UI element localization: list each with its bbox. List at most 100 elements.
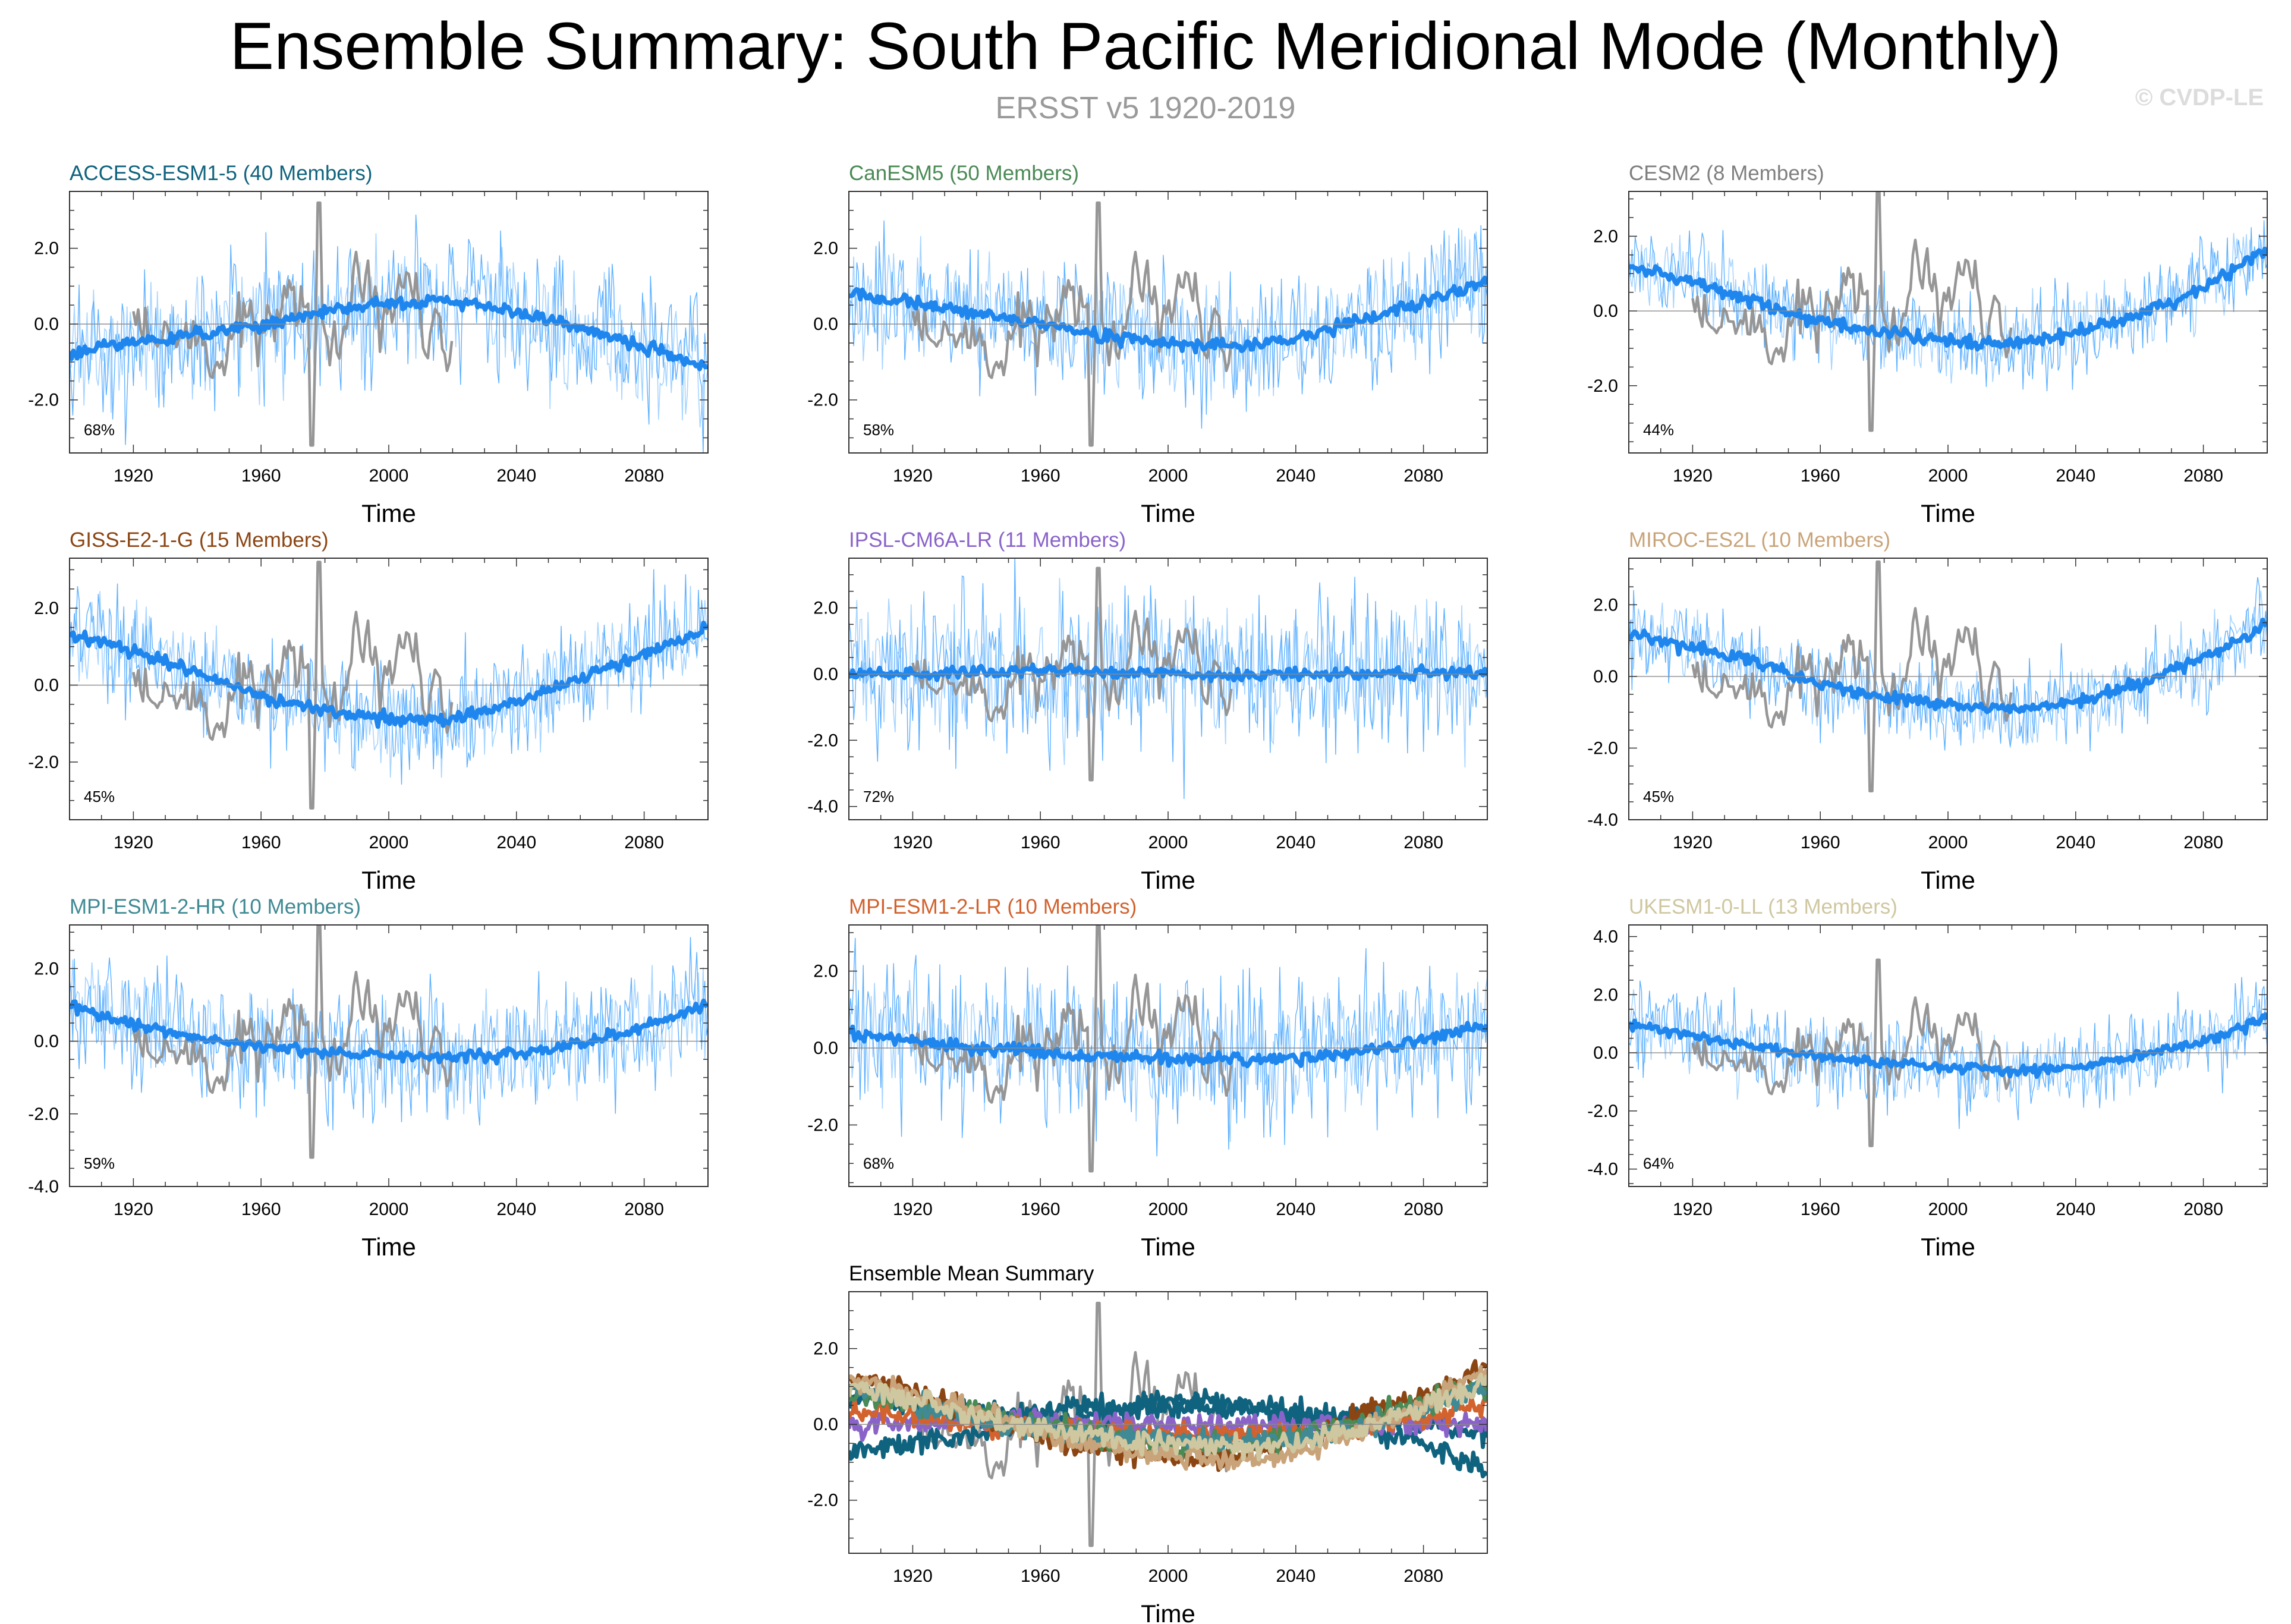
y-tick-label: 2.0 (34, 599, 59, 618)
y-tick-label: -2.0 (807, 1115, 838, 1135)
chart-panel-9: Ensemble Mean Summary 1920 1960 2000 2040 208… (807, 1262, 1488, 1624)
x-axis-label: Time (361, 1233, 416, 1261)
panel-title: ACCESS-ESM1-5 (40 Members) (70, 162, 373, 185)
x-axis-label: Time (1921, 866, 1975, 894)
y-tick-label: -2.0 (28, 1104, 59, 1124)
ensemble-member-spread (1629, 220, 2267, 392)
y-tick-label: -2.0 (807, 1491, 838, 1510)
panel-title: MPI-ESM1-2-LR (10 Members) (849, 895, 1137, 918)
y-tick-label: 0.0 (813, 1038, 838, 1058)
plot-area (849, 558, 1487, 800)
y-tick-label: -4.0 (807, 797, 838, 817)
x-tick-label: 2080 (2183, 466, 2223, 486)
x-tick-label: 1960 (1021, 1566, 1060, 1586)
x-tick-label: 1960 (1021, 833, 1060, 852)
x-tick-label: 2000 (1148, 1566, 1188, 1586)
plot-frame (1628, 558, 2268, 820)
x-tick-label: 1920 (1673, 1200, 1713, 1219)
observed-series-line (1691, 958, 2013, 1147)
x-axis-label: Time (1141, 866, 1195, 894)
ensemble-member-spread (70, 215, 708, 453)
y-tick-label: 0.0 (813, 665, 838, 684)
percent-annotation: 68% (863, 1154, 894, 1172)
x-tick-label: 2000 (1928, 1200, 1968, 1219)
observed-series-line (911, 925, 1233, 1173)
x-tick-label: 2040 (1276, 833, 1316, 852)
plot-area (1629, 191, 2267, 432)
x-axis-label: Time (361, 499, 416, 527)
y-tick-label: 2.0 (34, 959, 59, 978)
y-tick-label: 2.0 (813, 1339, 838, 1359)
x-tick-label: 2040 (1276, 1200, 1316, 1219)
x-tick-label: 2080 (2183, 833, 2223, 852)
observed-series-line (132, 561, 454, 810)
percent-annotation: 64% (1643, 1154, 1674, 1172)
x-tick-label: 2000 (1148, 466, 1188, 486)
y-tick-label: -4.0 (28, 1177, 59, 1197)
x-tick-label: 1960 (241, 1200, 281, 1219)
ensemble-member-spread (849, 229, 1487, 401)
panel-title: UKESM1-0-LL (13 Members) (1629, 895, 1897, 918)
y-tick-label: 2.0 (813, 239, 838, 259)
y-tick-label: 0.0 (34, 676, 59, 695)
y-tick-label: 2.0 (34, 239, 59, 259)
plot-frame (1628, 924, 2268, 1187)
observed-series-line (1691, 560, 2013, 793)
model-mean-line (849, 1387, 1487, 1479)
x-axis-label: Time (1141, 1233, 1195, 1261)
y-tick-label: 0.0 (813, 314, 838, 334)
x-tick-label: 1920 (893, 466, 933, 486)
chart-panel-8: UKESM1-0-LL (13 Members) 1920 1960 2000 2040… (1587, 895, 2268, 1261)
y-tick-label: 2.0 (1593, 226, 1618, 246)
chart-panel-0: ACCESS-ESM1-5 (40 Members) 1920 1960 2000 20… (28, 162, 709, 527)
x-tick-label: 2080 (2183, 1200, 2223, 1219)
ensemble-member-spread (70, 233, 708, 428)
y-tick-label: 0.0 (1593, 301, 1618, 321)
chart-panel-3: GISS-E2-1-G (15 Members) 1920 1960 2000 2040… (28, 528, 709, 894)
y-tick-label: 2.0 (1593, 985, 1618, 1005)
y-tick-label: -4.0 (1587, 1160, 1618, 1179)
ensemble-mean-line (70, 998, 708, 1066)
x-tick-label: 2000 (1148, 1200, 1188, 1219)
observed-series-line (132, 201, 454, 447)
panel-title: GISS-E2-1-G (15 Members) (70, 528, 329, 552)
x-tick-label: 2040 (1276, 1566, 1316, 1586)
observed-series-line (132, 925, 454, 1159)
figure-subtitle: ERSST v5 1920-2019 (995, 91, 1296, 125)
y-tick-label: 2.0 (813, 962, 838, 981)
x-tick-label: 1920 (1673, 833, 1713, 852)
x-tick-label: 1920 (893, 1200, 933, 1219)
x-tick-label: 2080 (624, 466, 664, 486)
y-tick-label: 0.0 (34, 314, 59, 334)
ensemble-member-spread (70, 569, 708, 785)
ensemble-mean-line (1629, 1012, 2267, 1079)
x-axis-label: Time (1921, 1233, 1975, 1261)
y-tick-label: -2.0 (807, 391, 838, 410)
chart-panel-4: IPSL-CM6A-LR (11 Members) 1920 1960 2000 204… (807, 528, 1488, 894)
x-tick-label: 2080 (1403, 1200, 1443, 1219)
x-tick-label: 2040 (1276, 466, 1316, 486)
ensemble-mean-line (1629, 246, 2267, 352)
percent-annotation: 72% (863, 788, 894, 805)
x-tick-label: 2080 (624, 1200, 664, 1219)
x-tick-label: 2080 (1403, 1566, 1443, 1586)
y-tick-label: -2.0 (1587, 1101, 1618, 1121)
x-tick-label: 2040 (2056, 1200, 2095, 1219)
x-tick-label: 2040 (496, 833, 536, 852)
x-tick-label: 2000 (369, 833, 409, 852)
x-tick-label: 1960 (1801, 833, 1840, 852)
percent-annotation: 45% (1643, 788, 1674, 805)
y-tick-label: -4.0 (1587, 810, 1618, 830)
x-tick-label: 1960 (241, 466, 281, 486)
x-tick-label: 2080 (1403, 833, 1443, 852)
ensemble-mean-line (849, 275, 1487, 355)
ensemble-member-spread (70, 937, 708, 1131)
plot-area (1629, 958, 2267, 1147)
x-tick-label: 1920 (893, 833, 933, 852)
plot-frame (69, 558, 709, 820)
x-axis-label: Time (1921, 499, 1975, 527)
ensemble-mean-line (70, 621, 708, 729)
x-tick-label: 2040 (2056, 833, 2095, 852)
y-tick-label: 0.0 (1593, 667, 1618, 687)
percent-annotation: 59% (84, 1154, 115, 1172)
